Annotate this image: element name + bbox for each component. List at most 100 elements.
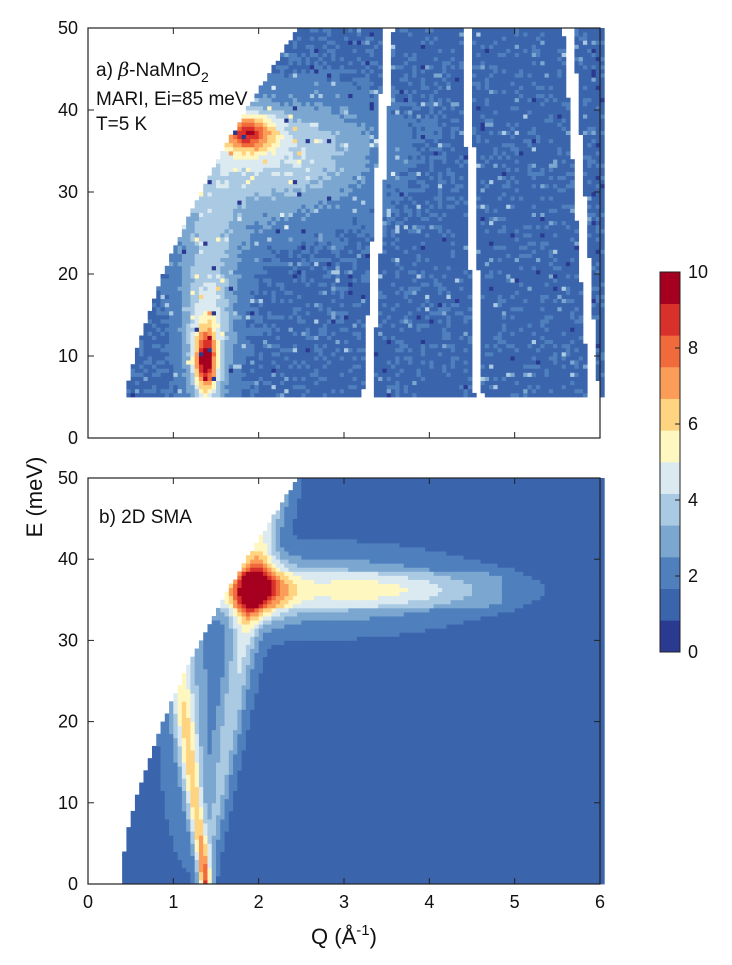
heatmap-cell <box>544 384 550 390</box>
heatmap-cell <box>275 343 281 349</box>
heatmap-cell <box>514 360 520 365</box>
heatmap-cell <box>309 290 315 295</box>
heatmap-cell <box>216 376 221 381</box>
heatmap-cell <box>480 269 486 275</box>
heatmap-cell <box>506 278 511 283</box>
heatmap-cell <box>305 241 311 246</box>
heatmap-cell <box>570 245 575 250</box>
heatmap-cell <box>476 196 481 201</box>
heatmap-cell <box>344 294 349 299</box>
heatmap-cell <box>216 298 221 304</box>
heatmap-cell <box>275 245 281 250</box>
heatmap-cell <box>365 245 370 250</box>
heatmap-cell <box>595 368 601 373</box>
heatmap-cell <box>203 335 208 340</box>
heatmap-cell <box>352 327 358 332</box>
heatmap-cell <box>245 220 251 226</box>
heatmap-cell <box>518 347 524 353</box>
heatmap-cell <box>177 339 183 345</box>
heatmap-cell <box>399 269 405 275</box>
heatmap-cell <box>591 298 597 304</box>
heatmap-cell <box>536 274 541 279</box>
heatmap-cell <box>459 331 464 336</box>
heatmap-cell <box>386 331 392 336</box>
heatmap-cell <box>331 253 336 258</box>
heatmap-cell <box>254 319 260 324</box>
heatmap-cell <box>284 392 289 398</box>
heatmap-cell <box>288 392 294 398</box>
heatmap-cell <box>531 237 537 242</box>
heatmap-cell <box>416 368 422 373</box>
heatmap-cell <box>587 204 592 209</box>
heatmap-cell <box>565 339 571 345</box>
heatmap-cell <box>429 241 434 246</box>
heatmap-cell <box>216 278 221 283</box>
heatmap-cell <box>181 384 187 390</box>
heatmap-cell <box>395 208 400 213</box>
heatmap-cell <box>194 331 200 336</box>
heatmap-cell <box>160 356 166 361</box>
heatmap-cell <box>382 228 388 234</box>
heatmap-cell <box>501 290 507 295</box>
heatmap-cell <box>574 257 580 263</box>
heatmap-cell <box>361 245 366 250</box>
heatmap-cell <box>433 257 439 263</box>
heatmap-cell <box>348 380 353 386</box>
heatmap-cell <box>378 380 383 386</box>
heatmap-cell <box>497 356 503 361</box>
heatmap-cell <box>544 331 550 336</box>
heatmap-cell <box>186 360 191 365</box>
heatmap-cell <box>297 310 302 316</box>
heatmap-cell <box>271 351 277 357</box>
heatmap-cell <box>207 220 213 226</box>
heatmap-cell <box>429 351 434 357</box>
heatmap-cell <box>254 364 260 369</box>
heatmap-cell <box>591 220 597 226</box>
heatmap-cell <box>412 269 417 275</box>
heatmap-cell <box>309 376 315 381</box>
heatmap-cell <box>207 306 213 312</box>
heatmap-cell <box>156 331 161 336</box>
heatmap-cell <box>173 249 178 254</box>
heatmap-cell <box>186 286 191 291</box>
heatmap-cell <box>322 196 328 201</box>
heatmap-cell <box>578 335 584 340</box>
heatmap-cell <box>194 372 200 377</box>
heatmap-cell <box>553 298 558 304</box>
heatmap-cell <box>164 327 170 332</box>
heatmap-cell <box>408 343 413 349</box>
heatmap-cell <box>399 261 405 267</box>
heatmap-cell <box>284 372 289 377</box>
heatmap-cell <box>459 228 464 234</box>
heatmap-cell <box>408 319 413 324</box>
heatmap-cell <box>497 233 503 238</box>
heatmap-cell <box>228 224 234 230</box>
heatmap-cell <box>416 208 422 213</box>
heatmap-cell <box>301 388 306 394</box>
heatmap-cell <box>271 274 277 279</box>
heatmap-cell <box>169 347 174 353</box>
heatmap-cell <box>548 351 554 357</box>
heatmap-cell <box>497 228 503 234</box>
heatmap-cell <box>506 327 511 332</box>
heatmap-cell <box>228 187 234 193</box>
heatmap-cell <box>553 306 558 312</box>
heatmap-cell <box>348 302 353 308</box>
heatmap-cell <box>365 253 370 258</box>
heatmap-cell <box>536 212 541 217</box>
heatmap-cell <box>510 192 516 197</box>
heatmap-cell <box>348 376 353 381</box>
heatmap-cell <box>565 282 571 287</box>
heatmap-cell <box>352 368 358 373</box>
heatmap-cell <box>331 212 336 217</box>
heatmap-cell <box>309 224 315 230</box>
heatmap-cell <box>314 384 319 390</box>
heatmap-cell <box>344 339 349 345</box>
heatmap-cell <box>169 392 174 398</box>
heatmap-cell <box>476 265 481 271</box>
heatmap-cell <box>169 356 174 361</box>
heatmap-cell <box>356 228 362 234</box>
heatmap-cell <box>442 315 447 320</box>
heatmap-cell <box>540 380 545 386</box>
heatmap-cell <box>450 323 456 328</box>
